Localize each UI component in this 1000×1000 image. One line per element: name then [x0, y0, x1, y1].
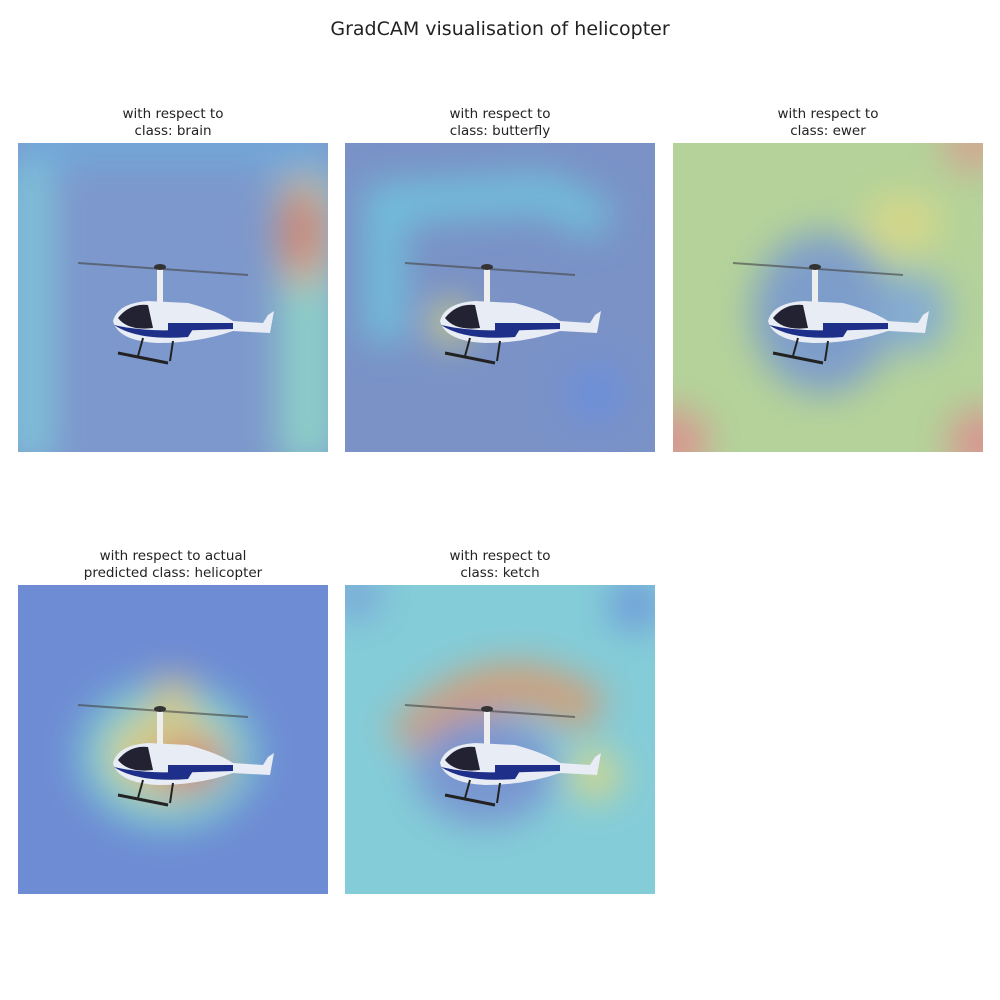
heatmap-image: [345, 585, 655, 894]
panel-title: with respect to: [123, 106, 224, 122]
panel-title: class: ketch: [460, 565, 539, 581]
panel-title: with respect to: [778, 106, 879, 122]
panel-title: with respect to: [450, 548, 551, 564]
panel-title: class: brain: [134, 123, 211, 139]
heatmap-image: [673, 143, 983, 452]
panel-title: class: ewer: [790, 123, 866, 139]
panel-title: with respect to actual: [100, 548, 247, 564]
panel-title: class: butterfly: [450, 123, 550, 139]
figure-title: GradCAM visualisation of helicopter: [330, 18, 669, 40]
heatmap-image: [18, 585, 328, 894]
heatmap-image: [18, 143, 328, 452]
panel-title: with respect to: [450, 106, 551, 122]
heatmap-image: [345, 143, 655, 452]
panel-title: predicted class: helicopter: [84, 565, 263, 581]
